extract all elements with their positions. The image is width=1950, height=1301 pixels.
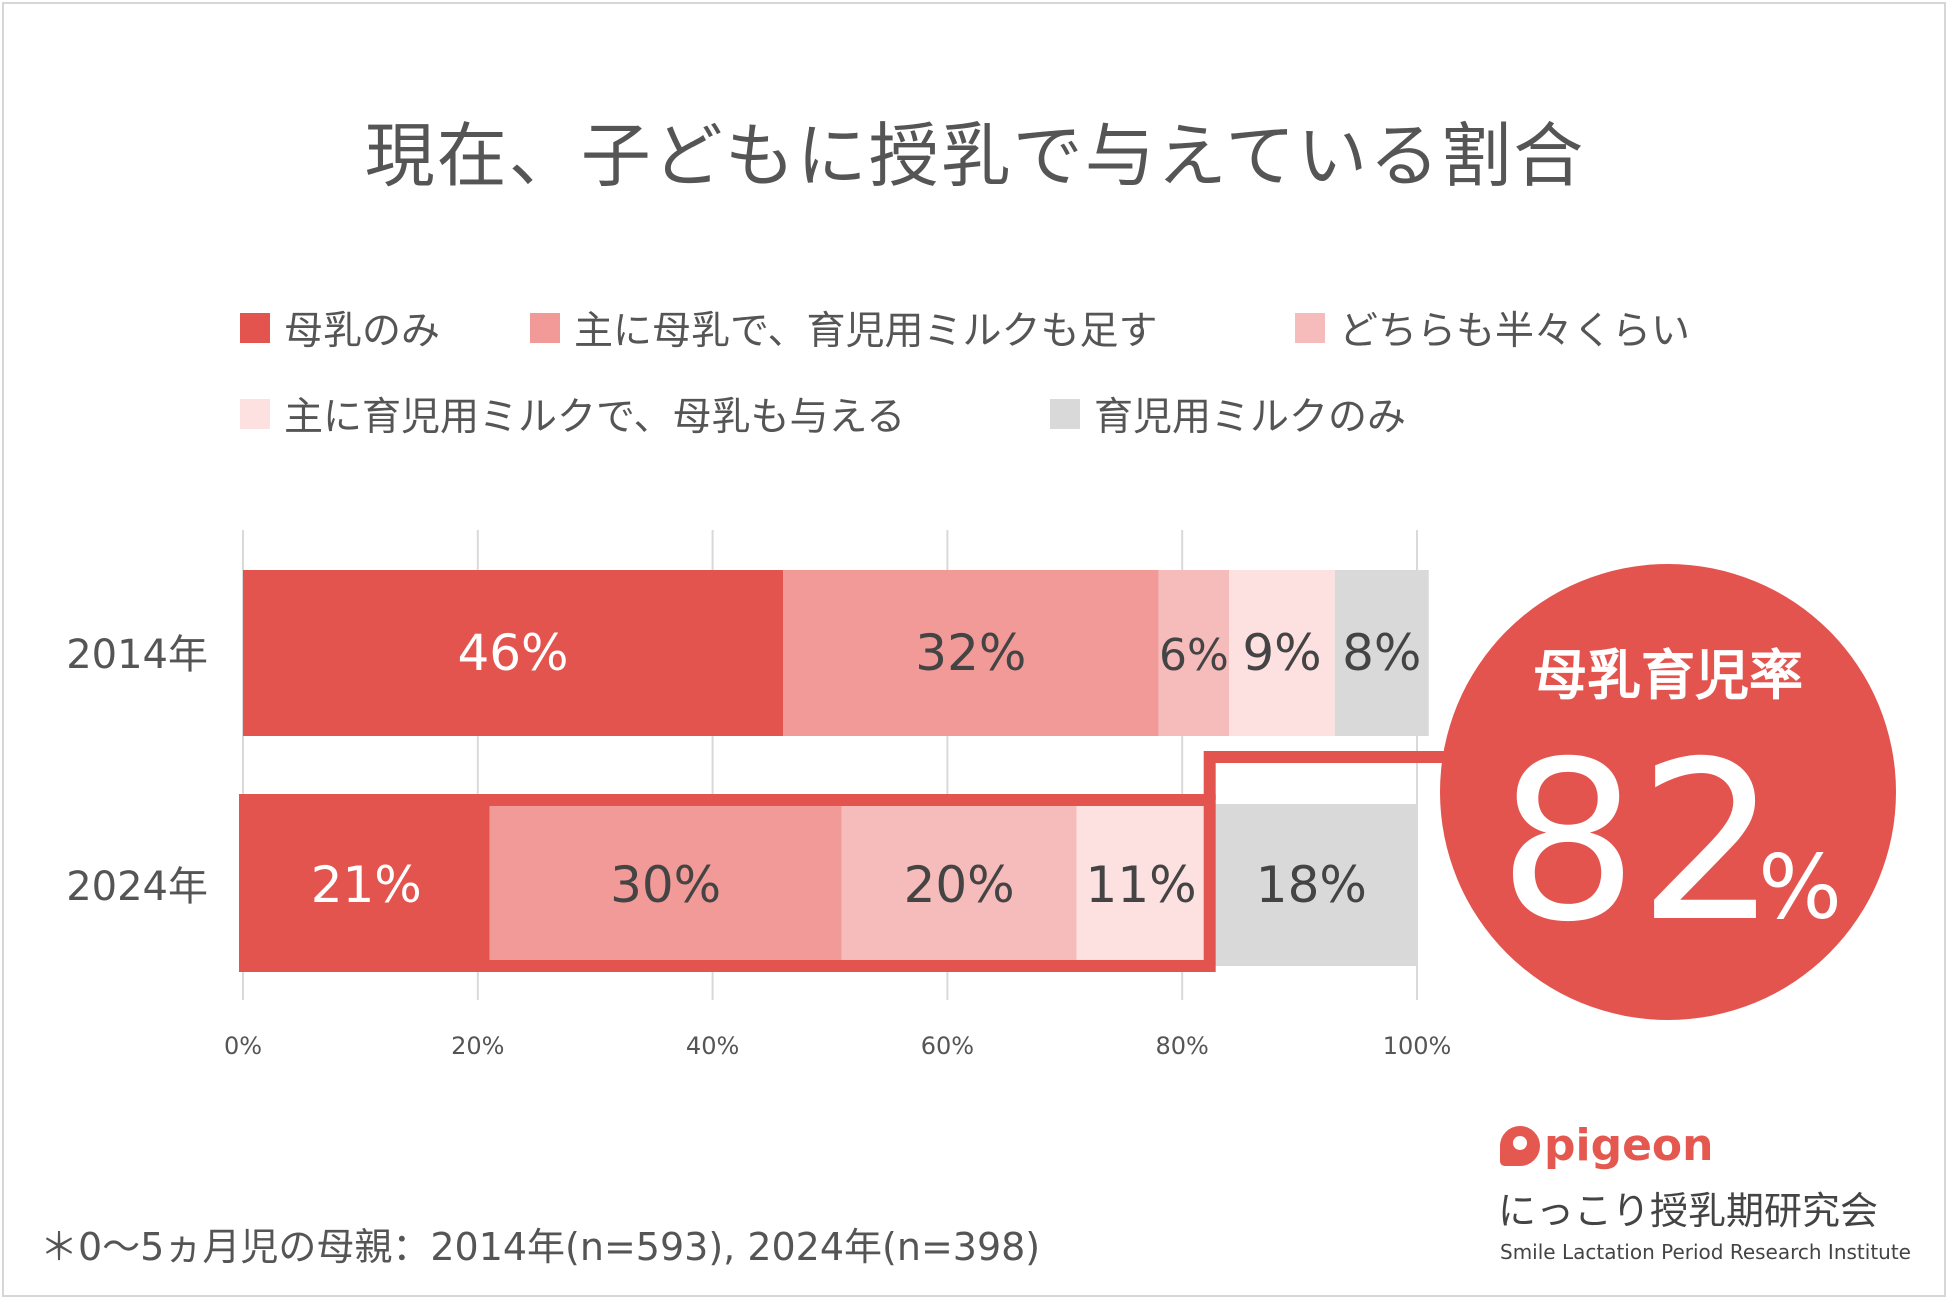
- y-category-label: 2024年: [66, 864, 208, 910]
- bar-segment: [1334, 570, 1429, 736]
- footnote: ＊0〜5ヵ月児の母親：2014年(n=593), 2024年(n=398): [40, 1225, 1041, 1269]
- pigeon-logo-icon: [1500, 1125, 1540, 1166]
- bar-data-label: 32%: [915, 624, 1026, 682]
- callout-circle: [1440, 564, 1896, 1020]
- bar-data-label: 30%: [610, 856, 721, 914]
- bar-data-label: 6%: [1159, 630, 1229, 681]
- legend-swatch: [530, 313, 560, 343]
- x-tick-label: 100%: [1383, 1032, 1452, 1060]
- pigeon-logo: pigeon: [1500, 1120, 1713, 1171]
- legend-swatch: [240, 313, 270, 343]
- legend-label: 母乳のみ: [284, 309, 441, 354]
- legend-item-half-half: どちらも半々くらい: [1295, 300, 1690, 356]
- legend-label: 主に育児用ミルクで、母乳も与える: [284, 395, 906, 440]
- legend-swatch: [1050, 399, 1080, 429]
- bar-data-label: 20%: [904, 856, 1015, 914]
- bar-data-label: 8%: [1342, 624, 1421, 682]
- bar-data-label: 18%: [1256, 856, 1367, 914]
- legend-swatch: [1295, 313, 1325, 343]
- legend-label: どちらも半々くらい: [1339, 309, 1691, 354]
- legend-item-formula-only: 育児用ミルクのみ: [1050, 386, 1406, 442]
- x-tick-label: 0%: [224, 1032, 262, 1060]
- legend-swatch: [240, 399, 270, 429]
- bar-segment: [1076, 804, 1206, 966]
- legend-item-breastmilk-only: 母乳のみ: [240, 300, 440, 356]
- legend-item-mainly-breastmilk: 主に母乳で、育児用ミルクも足す: [530, 300, 1157, 356]
- bar-segment: [1229, 570, 1335, 736]
- bar-data-label: 46%: [457, 624, 568, 682]
- org-name-en: Smile Lactation Period Research Institut…: [1500, 1240, 1911, 1264]
- legend-label: 育児用ミルクのみ: [1094, 395, 1407, 440]
- callout-label: 母乳育児率: [1533, 644, 1803, 707]
- bar-segment: [243, 804, 490, 966]
- y-category-label: 2014年: [66, 632, 208, 678]
- x-tick-label: 80%: [1156, 1032, 1209, 1060]
- pigeon-logo-text: pigeon: [1544, 1120, 1714, 1171]
- legend-item-mainly-formula: 主に育児用ミルクで、母乳も与える: [240, 386, 905, 442]
- bar-segment: [783, 570, 1159, 736]
- bar-segment: [1205, 804, 1417, 966]
- callout-value: 82: [1498, 714, 1778, 970]
- highlight-outline: [239, 794, 1216, 972]
- bar-segment: [841, 804, 1077, 966]
- x-tick-label: 20%: [451, 1032, 504, 1060]
- legend-label: 主に母乳で、育児用ミルクも足す: [574, 309, 1158, 354]
- bar-segment: [243, 570, 784, 736]
- x-tick-label: 60%: [921, 1032, 974, 1060]
- callout-connector: [1203, 751, 1520, 800]
- chart-title: 現在、子どもに授乳で与えている割合: [364, 115, 1586, 197]
- callout-unit: %: [1758, 836, 1842, 939]
- bar-data-label: 11%: [1086, 856, 1197, 914]
- org-name-ja: にっこり授乳期研究会: [1498, 1189, 1879, 1233]
- bar-data-label: 21%: [311, 856, 422, 914]
- bar-data-label: 9%: [1242, 624, 1321, 682]
- bar-segment: [1158, 570, 1230, 736]
- x-tick-label: 40%: [686, 1032, 739, 1060]
- bar-segment: [489, 804, 842, 966]
